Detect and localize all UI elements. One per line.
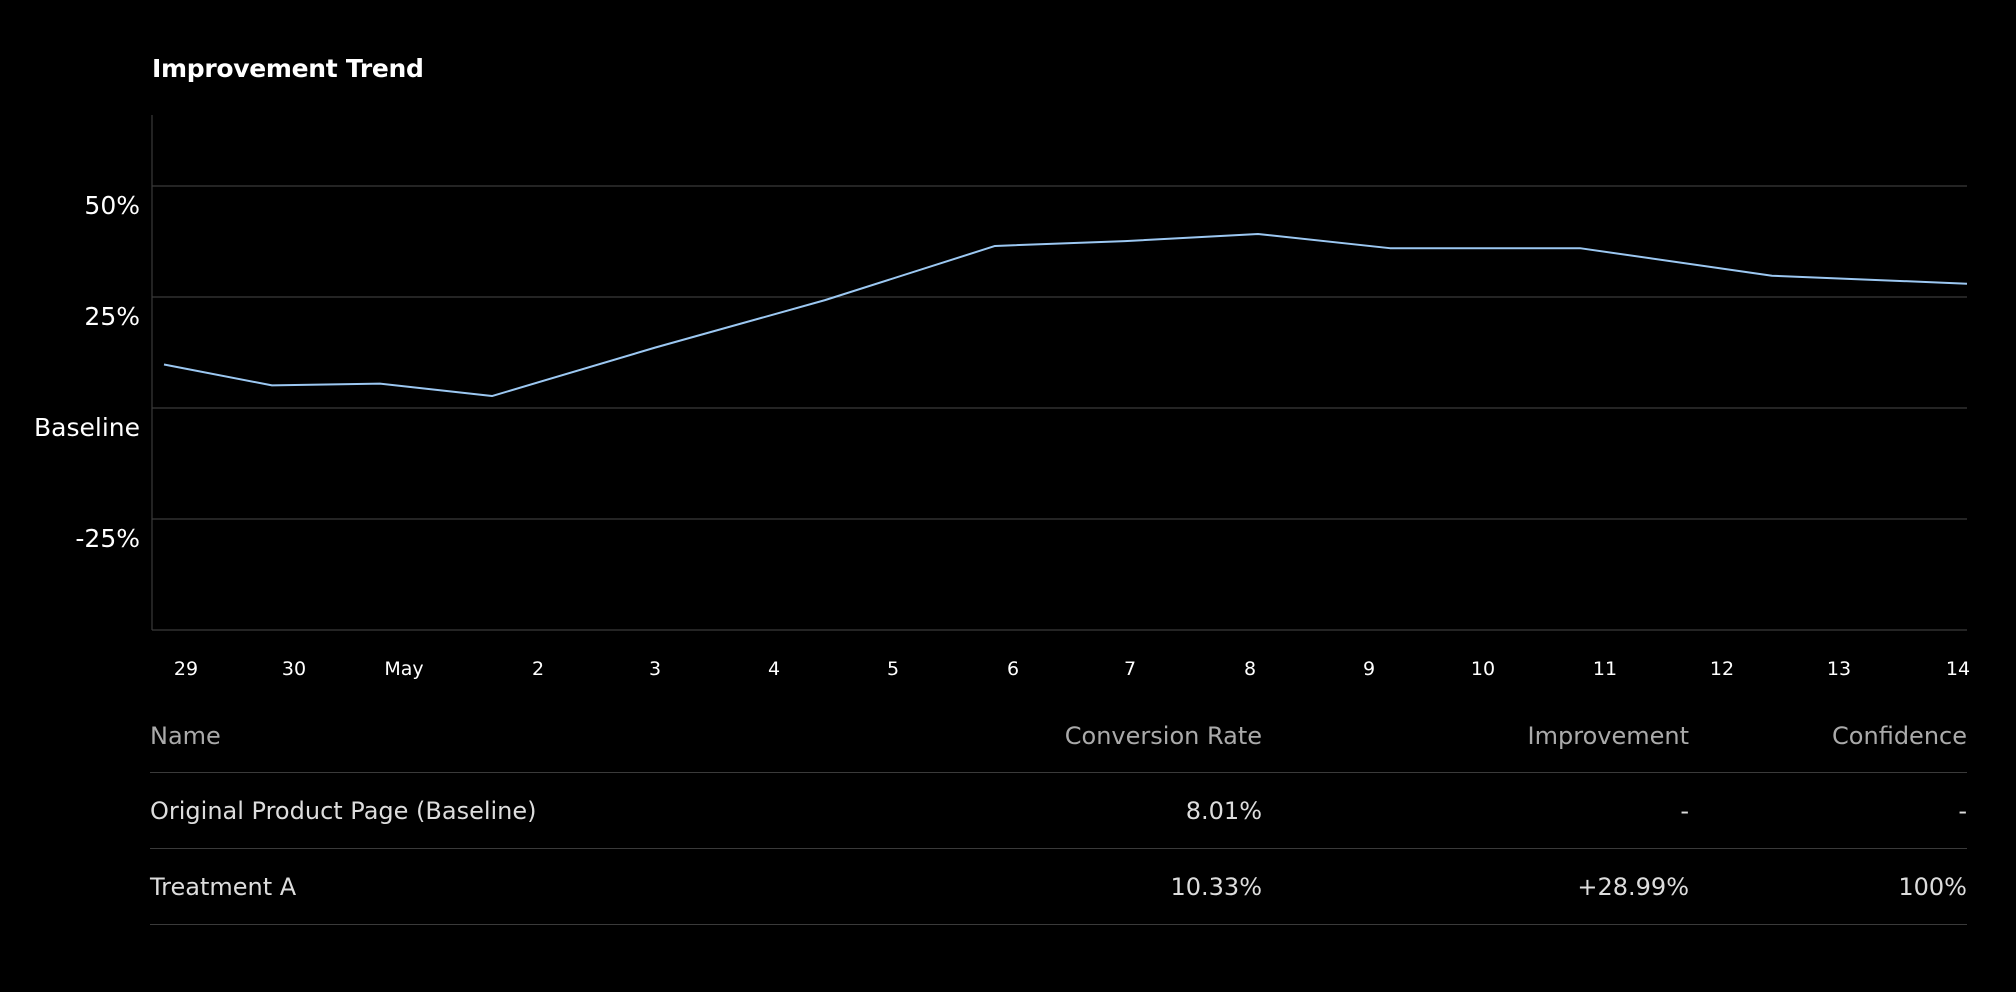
row-confidence: - [1689, 772, 1967, 849]
x-tick-labels: 29 30 May 2 3 4 5 6 7 8 9 10 11 12 13 14 [174, 658, 1970, 680]
row-name: Original Product Page (Baseline) [150, 772, 730, 849]
row-conversion-rate: 10.33% [730, 848, 1262, 925]
improvement-trend-chart: 50% 25% Baseline -25% 29 30 May 2 3 4 5 6 7 8 9 10 11 12… [34, 115, 1970, 680]
x-tick-label: 13 [1827, 658, 1851, 680]
series-line [163, 232, 1968, 398]
row-improvement: - [1262, 772, 1689, 849]
table-header-row: Name Conversion Rate Improvement Confide… [150, 722, 1967, 773]
row-name-link[interactable]: Treatment A [150, 848, 730, 925]
grid-lines [152, 185, 1967, 520]
x-tick-label: 3 [649, 658, 661, 680]
results-table: Name Conversion Rate Improvement Confide… [150, 722, 1967, 925]
row-improvement: +28.99% [1262, 848, 1689, 925]
row-confidence: 100% [1689, 848, 1967, 925]
x-tick-label: May [384, 658, 423, 680]
row-conversion-rate: 8.01% [730, 772, 1262, 849]
x-tick-label: 14 [1946, 658, 1970, 680]
x-tick-label: 29 [174, 658, 198, 680]
x-tick-label: 4 [768, 658, 780, 680]
x-tick-label: 7 [1124, 658, 1136, 680]
y-tick-label: -25% [75, 524, 140, 553]
axes [151, 115, 1967, 631]
x-tick-label: 11 [1593, 658, 1617, 680]
y-tick-label: 25% [84, 302, 140, 331]
header-improvement[interactable]: Improvement [1262, 722, 1689, 773]
x-tick-label: 8 [1244, 658, 1256, 680]
x-tick-label: 2 [532, 658, 544, 680]
y-tick-labels: 50% 25% Baseline -25% [34, 191, 140, 553]
x-tick-label: 12 [1710, 658, 1734, 680]
x-tick-label: 9 [1363, 658, 1375, 680]
x-tick-label: 6 [1007, 658, 1019, 680]
series-lines [163, 232, 1968, 398]
header-name[interactable]: Name [150, 722, 730, 773]
y-tick-label: Baseline [34, 413, 140, 442]
header-confidence[interactable]: Confidence [1689, 722, 1967, 773]
chart-title: Improvement Trend [152, 54, 424, 83]
x-tick-label: 10 [1471, 658, 1495, 680]
y-tick-label: 50% [84, 191, 140, 220]
table-row-baseline[interactable]: Original Product Page (Baseline) 8.01% -… [150, 772, 1967, 849]
x-tick-label: 5 [887, 658, 899, 680]
table-row-treatment-a[interactable]: Treatment A 10.33% +28.99% 100% [150, 848, 1967, 925]
header-conversion-rate[interactable]: Conversion Rate [730, 722, 1262, 773]
x-tick-label: 30 [282, 658, 306, 680]
